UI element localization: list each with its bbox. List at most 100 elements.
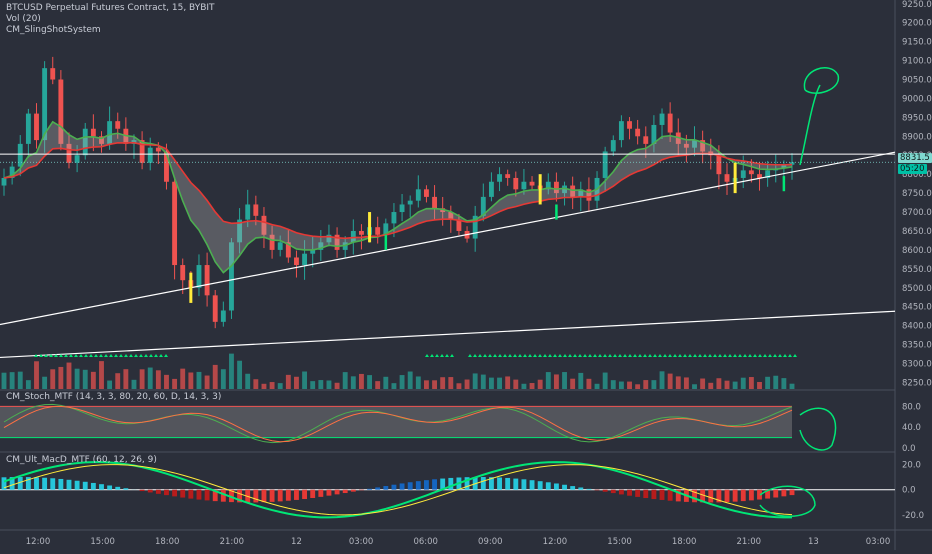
volume-bar [294, 377, 299, 389]
volume-bar [448, 377, 453, 389]
volume-bar [213, 365, 218, 389]
annotation-drawing [800, 408, 836, 450]
stoch-tick-label: 80.0 [902, 402, 921, 412]
triangle-marker [743, 354, 747, 357]
macd-histogram-bar [383, 486, 388, 490]
volume-bar [708, 383, 713, 389]
macd-histogram-bar [302, 490, 307, 499]
volume-bar [578, 373, 583, 389]
stoch-tick-label: 0.0 [902, 444, 916, 454]
macd-histogram-bar [497, 477, 502, 489]
price-tick-label: 8700.0 [902, 208, 932, 218]
volume-bar [262, 384, 267, 389]
volume-bar [91, 372, 96, 389]
volume-bar [67, 363, 72, 389]
triangle-marker [778, 354, 782, 357]
macd-histogram-bar [651, 490, 656, 499]
candle-body [197, 265, 202, 288]
triangle-marker [693, 354, 697, 357]
macd-histogram-bar [310, 490, 315, 498]
volume-bar [2, 373, 7, 389]
triangle-marker [543, 354, 547, 357]
price-tick-label: 8300.0 [902, 359, 932, 369]
macd-histogram-bar [521, 479, 526, 489]
macd-histogram-bar [538, 481, 543, 490]
price-tick-label: 9000.0 [902, 94, 932, 104]
macd-histogram-bar [578, 487, 583, 489]
triangle-marker [425, 354, 429, 357]
volume-bar [318, 380, 323, 389]
volume-bar [733, 382, 738, 389]
time-tick-label: 06:00 [413, 537, 438, 547]
candle-body [513, 178, 518, 189]
macd-histogram-bar [448, 478, 453, 490]
price-tick-label: 8250.0 [902, 378, 932, 388]
volume-bar [205, 376, 210, 389]
volume-bar [375, 381, 380, 389]
triangle-marker [673, 354, 677, 357]
volume-bar [635, 384, 640, 389]
triangle-marker [109, 354, 113, 357]
triangle-marker [728, 354, 732, 357]
macd-histogram-bar [668, 490, 673, 501]
triangle-marker [738, 354, 742, 357]
triangle-marker [503, 354, 507, 357]
volume-bar [278, 383, 283, 389]
volume-bar [424, 380, 429, 389]
triangle-marker [79, 354, 83, 357]
candle-body [75, 155, 80, 163]
candle-body [2, 178, 7, 186]
triangle-marker [578, 354, 582, 357]
triangle-marker [773, 354, 777, 357]
legend-stoch[interactable]: CM_Stoch_MTF (14, 3, 3, 80, 20, 60, D, 1… [6, 392, 221, 403]
triangle-marker [119, 354, 123, 357]
triangle-marker [628, 354, 632, 357]
candle-body [725, 174, 730, 182]
candle-body [392, 212, 397, 223]
triangle-marker [703, 354, 707, 357]
macd-histogram-bar [253, 490, 258, 503]
macd-histogram-bar [530, 480, 535, 490]
time-tick-label: 18:00 [672, 537, 697, 547]
macd-histogram-bar [554, 483, 559, 489]
legend-volume[interactable]: Vol (20) [6, 14, 41, 25]
macd-histogram-bar [180, 490, 185, 498]
triangle-marker [643, 354, 647, 357]
legend-macd[interactable]: CM_Ult_MacD_MTF (60, 12, 26, 9) [6, 455, 157, 466]
annotation-drawing [800, 68, 838, 165]
candle-body [205, 265, 210, 295]
macd-histogram-bar [2, 477, 7, 489]
legend-slingshot[interactable]: CM_SlingShotSystem [6, 25, 101, 36]
macd-histogram-bar [205, 490, 210, 501]
triangle-marker [758, 354, 762, 357]
triangle-marker [768, 354, 772, 357]
volume-bar [676, 376, 681, 389]
volume-bar [505, 376, 510, 389]
macd-histogram-bar [286, 490, 291, 501]
macd-histogram-bar [708, 490, 713, 503]
macd-histogram-bar [749, 490, 754, 501]
legend-symbol[interactable]: BTCUSD Perpetual Futures Contract, 15, B… [6, 3, 215, 14]
macd-histogram-bar [505, 478, 510, 490]
triangle-marker [493, 354, 497, 357]
triangle-marker [508, 354, 512, 357]
macd-histogram-bar [197, 490, 202, 500]
volume-bar [270, 382, 275, 389]
volume-bar [221, 369, 226, 389]
time-tick-label: 12 [291, 537, 302, 547]
macd-histogram-bar [343, 490, 348, 493]
macd-histogram-bar [58, 479, 63, 490]
triangle-marker [435, 354, 439, 357]
volume-bar [513, 380, 518, 389]
time-tick-label: 21:00 [737, 537, 762, 547]
macd-histogram-bar [107, 485, 112, 489]
triangle-marker [69, 354, 73, 357]
volume-bar [245, 374, 250, 389]
candle-body [278, 242, 283, 250]
triangle-marker [698, 354, 702, 357]
triangle-marker [593, 354, 597, 357]
volume-bar [595, 384, 600, 389]
volume-bar [611, 380, 616, 389]
